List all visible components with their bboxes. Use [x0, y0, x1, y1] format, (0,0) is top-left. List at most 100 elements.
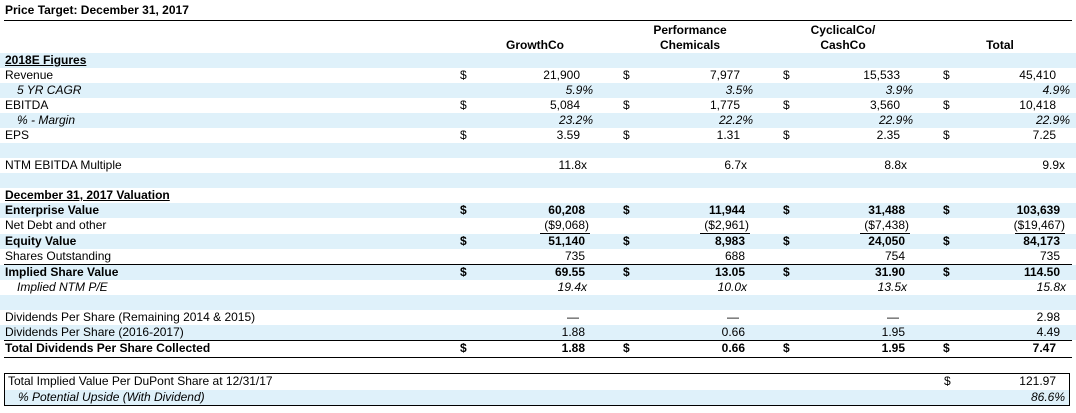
value-total: 9.9x [1042, 158, 1065, 172]
table-row-dividends-2016-2017: Dividends Per Share (2016-2017) 1.88 0.6… [0, 325, 1076, 340]
value-total: 114.50 [1023, 265, 1060, 279]
dollar-sign: $ [460, 98, 467, 112]
spacer-row [0, 295, 1076, 310]
dollar-sign: $ [943, 265, 950, 279]
value-growthco: 51,140 [548, 234, 585, 248]
dollar-sign: $ [943, 68, 950, 82]
value-cyclicalco: 754 [884, 249, 905, 263]
table-row-total-dividends: Total Dividends Per Share Collected $ 1.… [0, 341, 1076, 356]
table-row-net-debt: Net Debt and other ($9,068) ($2,961) ($7… [0, 218, 1076, 233]
spacer-row [0, 173, 1076, 188]
value-cyclicalco: 1.95 [881, 325, 905, 339]
dollar-sign: $ [460, 203, 467, 217]
dollar-sign: $ [943, 234, 950, 248]
row-label: Enterprise Value [5, 203, 100, 217]
summary-row-upside: % Potential Upside (With Dividend) 86.6% [5, 390, 1069, 405]
value-total: 103,639 [1016, 203, 1060, 217]
value-performance: 6.7x [724, 158, 747, 172]
value-growthco: 735 [564, 249, 585, 263]
value-growthco: — [567, 310, 579, 324]
share-value-divider [4, 264, 1072, 265]
row-label: EBITDA [5, 98, 49, 112]
dollar-sign: $ [943, 98, 950, 112]
row-label: Net Debt and other [5, 218, 107, 232]
value-total: 22.9% [1035, 113, 1070, 127]
row-label: EPS [5, 128, 30, 142]
value-growthco: 5,084 [549, 98, 580, 112]
value-performance: 3.5% [725, 83, 753, 97]
dollar-sign: $ [943, 203, 950, 217]
column-header-line1: Performance [653, 23, 727, 37]
table-row-eps: EPS $ 3.59 $ 1.31 $ 2.35 $ 7.25 [0, 128, 1076, 143]
dividends-divider [4, 340, 1072, 341]
value-performance: 11,944 [708, 203, 745, 217]
value-total: 2.98 [1036, 310, 1060, 324]
title-underline [4, 20, 1072, 21]
value-cyclicalco: 24,050 [868, 234, 905, 248]
value-cyclicalco: 1.95 [881, 341, 905, 355]
value-cyclicalco: 31.90 [874, 265, 905, 279]
dollar-sign: $ [460, 128, 467, 142]
column-header-line1: CyclicalCo/ [810, 23, 876, 37]
subtotal-underline-3 [860, 233, 910, 234]
dollar-sign: $ [460, 265, 467, 279]
value-performance: 10.0x [717, 280, 747, 294]
page-title: Price Target: December 31, 2017 [5, 3, 189, 17]
column-header-growthco: GrowthCo [506, 38, 564, 52]
value-cyclicalco: 3.9% [885, 83, 913, 97]
value-performance: 688 [724, 249, 745, 263]
value-cyclicalco: 3,560 [869, 98, 900, 112]
value-cyclicalco: 2.35 [876, 128, 900, 142]
value-performance: 1.31 [716, 128, 740, 142]
row-label: 5 YR CAGR [17, 83, 82, 97]
dollar-sign: $ [460, 234, 467, 248]
value-performance: — [727, 310, 739, 324]
table-row-ebitda: EBITDA $ 5,084 $ 1,775 $ 3,560 $ 10,418 [0, 98, 1076, 113]
value-growthco: 60,208 [548, 203, 585, 217]
value-growthco: 1.88 [561, 341, 585, 355]
table-row-implied-share-value: Implied Share Value $ 69.55 $ 13.05 $ 31… [0, 265, 1076, 280]
dollar-sign: $ [783, 341, 790, 355]
row-label: Implied NTM P/E [17, 280, 108, 294]
value-total: 10,418 [1019, 98, 1056, 112]
value-growthco: 69.55 [554, 265, 585, 279]
dollar-sign: $ [783, 234, 790, 248]
dollar-sign: $ [943, 341, 950, 355]
value-growthco: ($9,068) [544, 218, 589, 232]
value-cyclicalco: 22.9% [878, 113, 913, 127]
dollar-sign: $ [623, 203, 630, 217]
value-cyclicalco: 31,488 [868, 203, 905, 217]
value-performance: 22.2% [718, 113, 753, 127]
value-growthco: 11.8x [558, 158, 587, 172]
dollar-sign: $ [783, 203, 790, 217]
section-title-figures: 2018E Figures [5, 53, 87, 67]
value-total: 45,410 [1019, 68, 1056, 82]
dollar-sign: $ [623, 128, 630, 142]
row-label: Total Dividends Per Share Collected [5, 341, 211, 355]
column-header-line2: CashCo [820, 38, 866, 52]
dollar-sign: $ [783, 68, 790, 82]
summary-label: Total Implied Value Per DuPont Share at … [8, 374, 273, 388]
summary-row-implied-value: Total Implied Value Per DuPont Share at … [5, 374, 1069, 389]
value-total: 4.49 [1036, 325, 1060, 339]
table-row-implied-pe: Implied NTM P/E 19.4x 10.0x 13.5x 15.8x [0, 280, 1076, 295]
value-total: 7.25 [1032, 128, 1056, 142]
value-performance: 13.05 [714, 265, 745, 279]
column-header-line2: Chemicals [659, 38, 721, 52]
table-row-revenue: Revenue $ 21,900 $ 7,977 $ 15,533 $ 45,4… [0, 68, 1076, 83]
table-row-shares-outstanding: Shares Outstanding 735 688 754 735 [0, 249, 1076, 264]
value-growthco: 3.59 [556, 128, 580, 142]
row-label: Equity Value [5, 234, 77, 248]
value-cyclicalco: ($7,438) [864, 218, 909, 232]
summary-label: % Potential Upside (With Dividend) [18, 390, 205, 404]
value-performance: 0.66 [721, 341, 745, 355]
subtotal-underline-1 [540, 233, 590, 234]
dollar-sign: $ [623, 265, 630, 279]
table-row-enterprise-value: Enterprise Value $ 60,208 $ 11,944 $ 31,… [0, 203, 1076, 218]
dollar-sign: $ [783, 98, 790, 112]
value-performance: 1,775 [709, 98, 740, 112]
dollar-sign: $ [783, 265, 790, 279]
value-performance: 8,983 [714, 234, 745, 248]
row-label: Shares Outstanding [5, 249, 112, 263]
row-label: NTM EBITDA Multiple [5, 158, 122, 172]
